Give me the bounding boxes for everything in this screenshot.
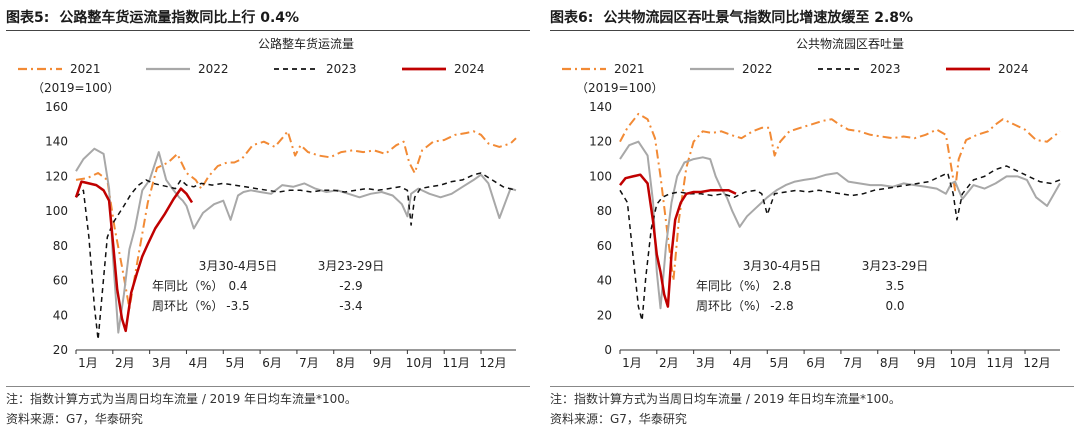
y-tick-label: 40 (53, 308, 68, 322)
annotation-value: 0.0 (885, 299, 904, 313)
annotation-value: -3.5 (226, 299, 249, 313)
series-line-2024 (619, 173, 737, 308)
legend-label-2024: 2024 (454, 62, 485, 76)
chart-note: 注：指数计算方式为当周日均车流量 / 2019 年日均车流量*100。 (6, 392, 357, 406)
chart-source: 资料来源：G7，华泰研究 (6, 412, 143, 426)
x-tick-label: 8月 (336, 356, 356, 370)
x-tick-label: 9月 (373, 356, 393, 370)
y-tick-label: 80 (53, 239, 68, 253)
x-tick-label: 7月 (843, 356, 863, 370)
y-tick-label: 100 (589, 169, 612, 183)
annotation-col2-header: 3月23-29日 (318, 259, 385, 273)
chart-panel-right: 图表6: 公共物流园区吞吐景气指数同比增速放缓至 2.8% 公共物流园区吞吐量 20… (550, 0, 1074, 435)
line-chart-logistics-park: 公共物流园区吞吐量 2021 2022 2023 2024 （2019=100） 0 20 40… (562, 37, 1061, 370)
x-tick-label: 10月 (950, 356, 977, 370)
annotation-row-label: 年同比（%） (696, 279, 767, 293)
legend-label-2023: 2023 (326, 62, 357, 76)
annotation-value: -2.9 (339, 279, 362, 293)
x-tick-label: 3月 (696, 356, 716, 370)
annotation-row-label: 周环比（%） (696, 299, 767, 313)
series-line-2023 (75, 172, 517, 341)
unit-label: （2019=100） (32, 81, 120, 95)
legend-label-2022: 2022 (742, 62, 773, 76)
series-line-2022 (619, 140, 1061, 310)
series-line-2023 (619, 165, 1061, 322)
x-tick-label: 1月 (622, 356, 642, 370)
legend-label-2022: 2022 (198, 62, 229, 76)
chart-title: 公共物流园区吞吐量 (796, 37, 904, 51)
figure-label: 图表5: (6, 10, 50, 26)
figure-label: 图表6: (550, 10, 594, 26)
legend-label-2021: 2021 (70, 62, 101, 76)
figure-title: 公共物流园区吞吐景气指数同比增速放缓至 2.8% (603, 10, 914, 26)
x-tick-label: 6月 (806, 356, 826, 370)
x-tick-label: 4月 (189, 356, 209, 370)
x-tick-label: 8月 (880, 356, 900, 370)
series-line-2021 (75, 130, 517, 310)
unit-label: （2019=100） (576, 81, 664, 95)
x-tick-label: 2月 (659, 356, 679, 370)
x-tick-label: 7月 (299, 356, 319, 370)
annotation-row-label: 周环比（%） (152, 299, 223, 313)
annotation-value: 2.8 (772, 279, 791, 293)
x-tick-label: 12月 (1023, 356, 1050, 370)
series-line-2021 (619, 112, 1061, 282)
series-line-2022 (75, 147, 517, 334)
annotation-row-label: 年同比（%） (152, 279, 223, 293)
annotation-col1-header: 3月30-4月5日 (199, 259, 278, 273)
x-tick-label: 2月 (115, 356, 135, 370)
annotation-value: -2.8 (770, 299, 793, 313)
chart-title: 公路整车货运流量 (258, 36, 354, 51)
legend-label-2024: 2024 (998, 62, 1029, 76)
y-tick-label: 140 (45, 135, 68, 149)
y-tick-label: 40 (597, 274, 612, 288)
legend-label-2023: 2023 (870, 62, 901, 76)
y-tick-label: 100 (45, 204, 68, 218)
x-tick-label: 3月 (152, 356, 172, 370)
figure-heading: 图表5: 公路整车货运流量指数同比上行 0.4% (6, 6, 530, 30)
y-tick-label: 20 (53, 343, 68, 357)
footer-rule (6, 386, 530, 387)
y-tick-label: 120 (589, 135, 612, 149)
chart-note: 注：指数计算方式为当周日均车流量 / 2019 年日均车流量*100。 (550, 392, 901, 406)
x-tick-label: 11月 (443, 356, 470, 370)
y-tick-label: 140 (589, 100, 612, 114)
annotation-col1-header: 3月30-4月5日 (743, 259, 822, 273)
x-tick-label: 10月 (406, 356, 433, 370)
figure-title: 公路整车货运流量指数同比上行 0.4% (59, 10, 300, 26)
legend-label-2021: 2021 (614, 62, 645, 76)
annotation-col2-header: 3月23-29日 (862, 259, 929, 273)
x-tick-label: 11月 (987, 356, 1014, 370)
annotation-value: -3.4 (339, 299, 362, 313)
chart-panel-left: 图表5: 公路整车货运流量指数同比上行 0.4% 公路整车货运流量 2021 2022… (6, 0, 530, 435)
figure-heading: 图表6: 公共物流园区吞吐景气指数同比增速放缓至 2.8% (550, 6, 1074, 30)
y-tick-label: 160 (45, 100, 68, 114)
line-chart-highway-freight: 公路整车货运流量 2021 2022 2023 2024 （2019=100） 20 40 60… (18, 36, 517, 370)
heading-rule (6, 30, 530, 31)
annotation-value: 3.5 (885, 279, 904, 293)
y-tick-label: 60 (597, 239, 612, 253)
heading-rule (550, 30, 1074, 31)
chart-source: 资料来源：G7，华泰研究 (550, 412, 687, 426)
x-tick-label: 1月 (78, 356, 98, 370)
y-tick-label: 60 (53, 274, 68, 288)
y-tick-label: 80 (597, 204, 612, 218)
footer-rule (550, 386, 1074, 387)
x-tick-label: 5月 (225, 356, 245, 370)
x-tick-label: 12月 (479, 356, 506, 370)
x-tick-label: 9月 (917, 356, 937, 370)
x-tick-label: 6月 (262, 356, 282, 370)
series-line-2024 (74, 180, 194, 333)
y-tick-label: 120 (45, 169, 68, 183)
x-tick-label: 4月 (733, 356, 753, 370)
y-tick-label: 0 (604, 343, 612, 357)
y-tick-label: 20 (597, 308, 612, 322)
x-tick-label: 5月 (769, 356, 789, 370)
annotation-value: 0.4 (228, 279, 247, 293)
